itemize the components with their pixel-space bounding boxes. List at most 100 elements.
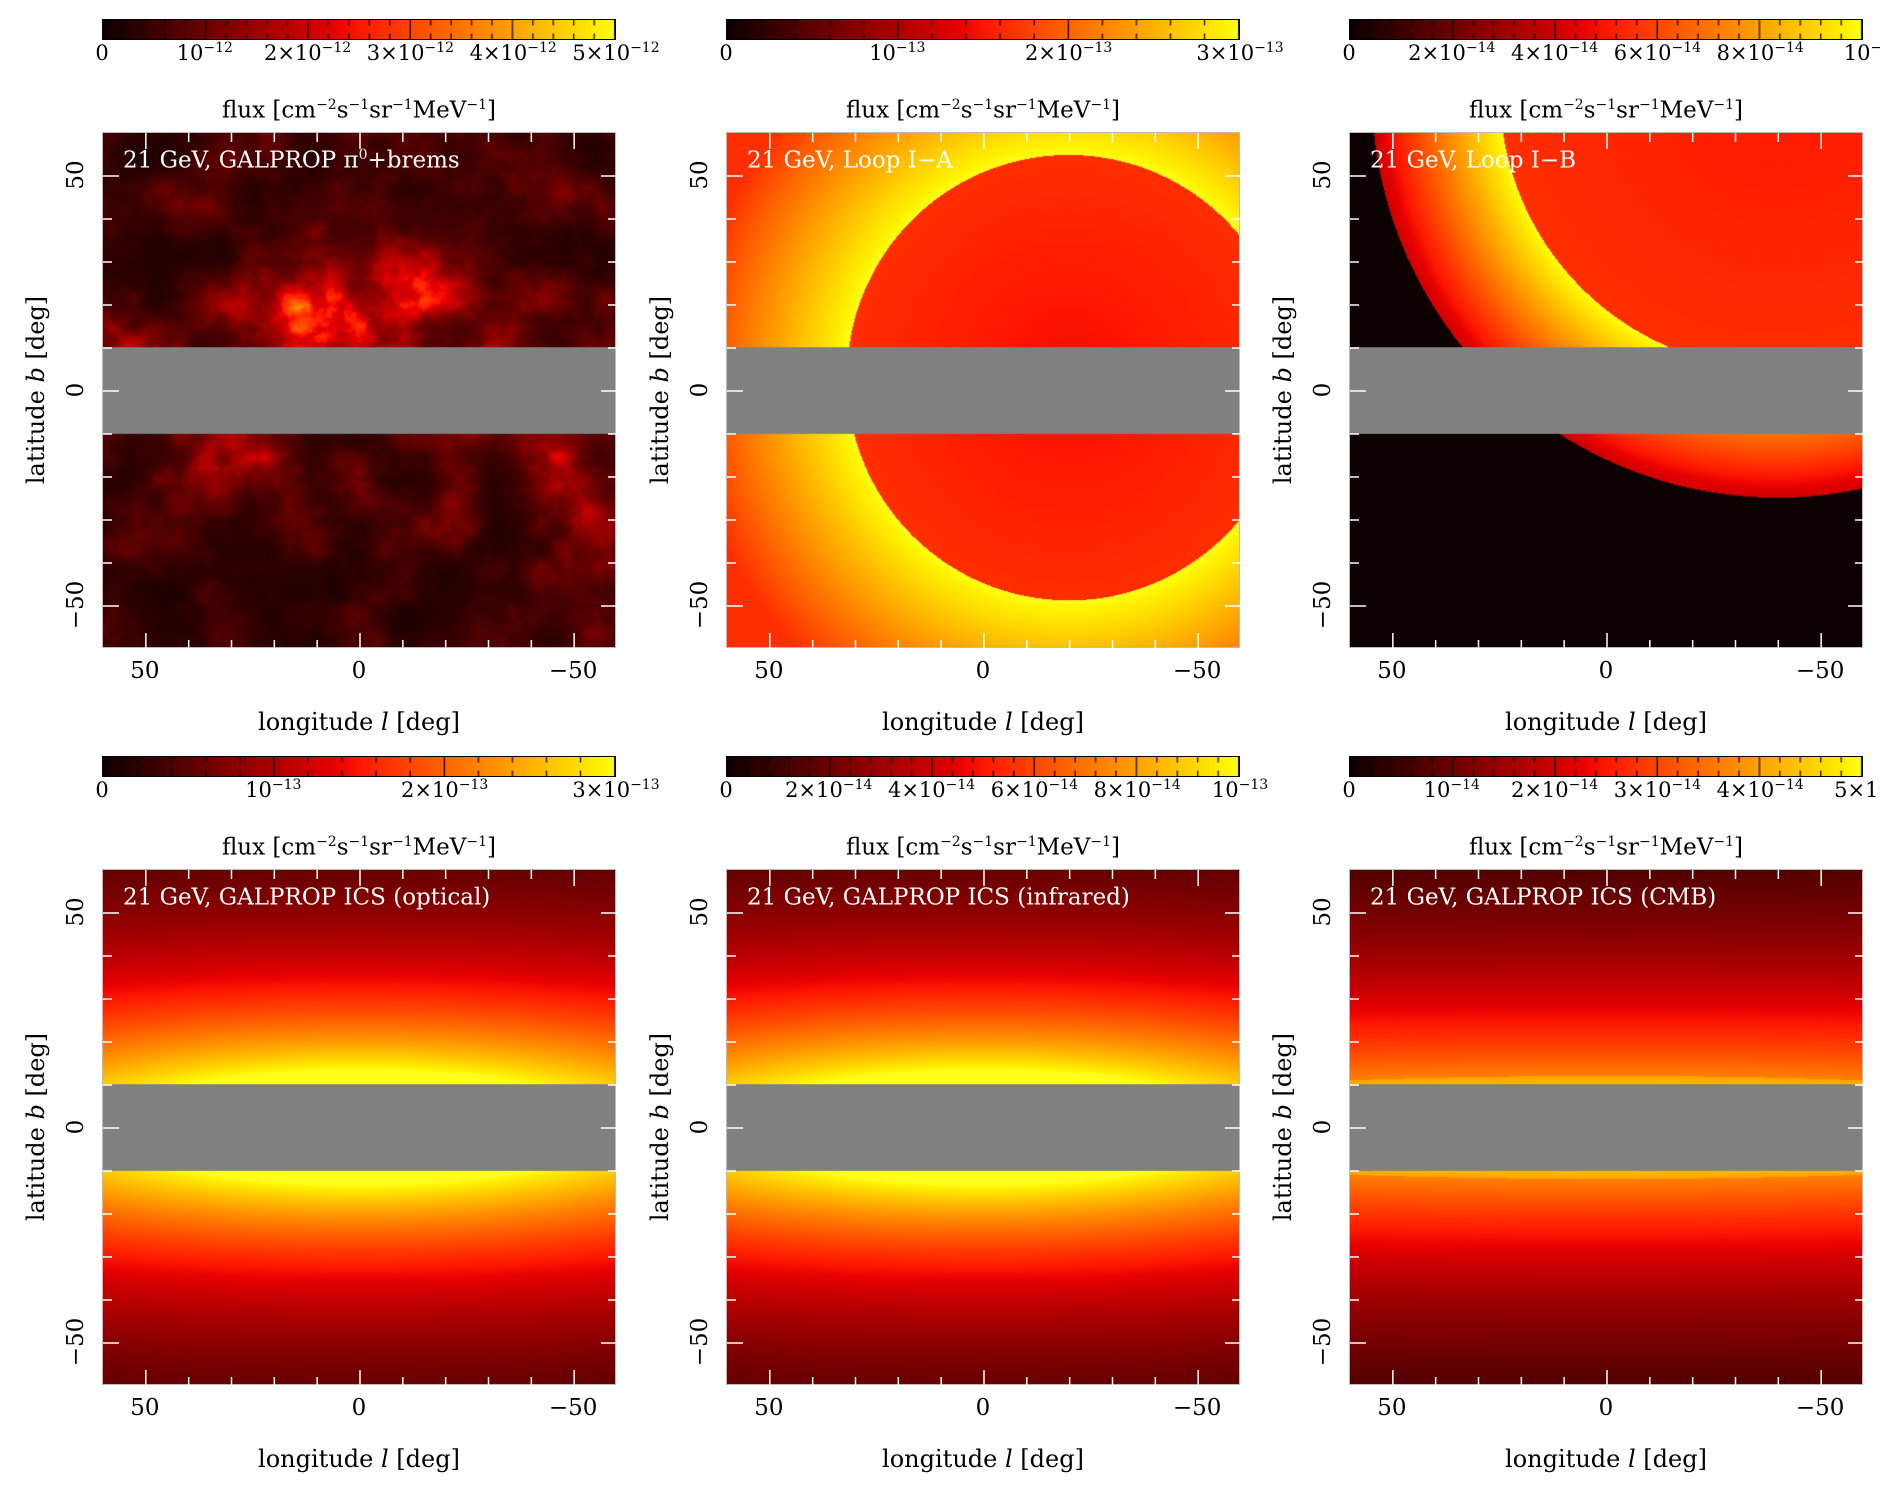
x-axis-label: longitude l [deg] xyxy=(882,708,1084,736)
tick-text: 3×10 xyxy=(1613,778,1672,802)
panel-label: 21 GeV, GALPROP ICS (CMB) xyxy=(1370,884,1716,911)
x-tick-label: −50 xyxy=(1172,1395,1222,1421)
title-part: −1 xyxy=(1595,834,1617,850)
tick-text: 5×10 xyxy=(1834,778,1880,802)
title-part: −1 xyxy=(972,834,994,850)
label-text: 21 GeV, GALPROP ICS (CMB) xyxy=(1370,884,1717,911)
title-part: −2 xyxy=(316,97,337,113)
title-part: −1 xyxy=(1638,97,1660,113)
heatmap-plot: 21 GeV, Loop I−B xyxy=(1349,132,1864,649)
label-var: b xyxy=(646,1104,674,1120)
y-tick-label: 50 xyxy=(687,160,713,190)
tick-exponent: −14 xyxy=(1568,777,1599,793)
colorbar-tick-label: 10−13 xyxy=(869,40,925,65)
panel-label: 21 GeV, Loop I−A xyxy=(747,147,953,174)
tick-exponent: −13 xyxy=(1082,40,1113,56)
colorbar-tick-label: 3×10−14 xyxy=(1614,777,1701,802)
title-part: flux [cm xyxy=(221,834,317,861)
colorbar-tick-label: 10−13 xyxy=(245,777,301,802)
colorbar-tick-label: 10− xyxy=(1844,40,1880,65)
tick-text: 10 xyxy=(176,41,204,65)
colorbar-tick-label: 4×10−12 xyxy=(470,40,557,65)
tick-text: 0 xyxy=(95,41,109,65)
title-part: MeV xyxy=(1036,834,1091,861)
colorbar-tick-label: 6×10−14 xyxy=(991,777,1078,802)
y-tick-label: −50 xyxy=(1310,580,1336,630)
title-part: MeV xyxy=(412,97,467,124)
label-sup: 0 xyxy=(358,147,368,163)
axis-ticks xyxy=(727,870,1241,1386)
x-tick-label: 50 xyxy=(130,1395,160,1421)
colorbar xyxy=(102,756,616,777)
tick-text: 2×10 xyxy=(263,41,322,65)
title-part: MeV xyxy=(412,834,467,861)
y-tick-label: −50 xyxy=(63,1317,89,1367)
title-part: −1 xyxy=(466,834,488,850)
title-part: −1 xyxy=(348,834,370,850)
title-part: −2 xyxy=(1563,97,1584,113)
panel-label: 21 GeV, GALPROP π0+brems xyxy=(123,147,460,174)
title-part: −1 xyxy=(1638,834,1660,850)
x-tick-label: 0 xyxy=(351,658,367,684)
label-var: l xyxy=(1627,708,1636,736)
title-part: sr xyxy=(993,834,1016,861)
label-var: b xyxy=(22,367,50,383)
colorbar-tick-label: 4×10−14 xyxy=(1717,777,1804,802)
colorbar-tick-label: 3×10−13 xyxy=(1196,40,1283,65)
y-tick-label: −50 xyxy=(63,580,89,630)
tick-text: 6×10 xyxy=(990,778,1049,802)
title-part: MeV xyxy=(1659,834,1714,861)
tick-text: 3×10 xyxy=(572,778,631,802)
colorbar-title: flux [cm−2s−1sr−1MeV−1] xyxy=(222,834,496,861)
title-part: ] xyxy=(487,834,497,861)
colorbar-tick-label: 6×10−14 xyxy=(1614,40,1701,65)
heatmap-plot: 21 GeV, GALPROP ICS (infrared) xyxy=(726,869,1241,1386)
tick-text: 10 xyxy=(1423,778,1451,802)
heatmap-image xyxy=(103,870,615,1384)
tick-text: 10 xyxy=(245,778,272,802)
colorbar-tick-label: 8×10−14 xyxy=(1717,40,1804,65)
label-text: 21 GeV, Loop I−B xyxy=(1370,147,1577,174)
colorbar-tick-label: 0 xyxy=(1342,40,1355,65)
x-tick-label: 0 xyxy=(351,1395,367,1421)
y-tick-label: 0 xyxy=(1310,382,1336,398)
x-tick-label: −50 xyxy=(548,658,598,684)
tick-text: 2×10 xyxy=(1510,778,1569,802)
title-part: s xyxy=(960,97,973,124)
title-part: sr xyxy=(1616,97,1639,124)
y-tick-label: −50 xyxy=(1310,1317,1336,1367)
title-part: flux [cm xyxy=(845,834,941,861)
colorbar-tick-label: 3×10−12 xyxy=(367,40,454,65)
heatmap-plot: 21 GeV, GALPROP π0+brems xyxy=(102,132,617,649)
x-tick-label: 0 xyxy=(1598,658,1614,684)
label-var: b xyxy=(22,1104,50,1120)
title-part: s xyxy=(1583,97,1596,124)
tick-text: 0 xyxy=(719,778,733,802)
label-var: l xyxy=(1004,1445,1013,1473)
x-axis-label: longitude l [deg] xyxy=(258,1445,460,1473)
tick-exponent: −14 xyxy=(1151,777,1181,793)
colorbar-tick-label: 2×10−12 xyxy=(264,40,351,65)
tick-text: 2×10 xyxy=(1025,41,1083,65)
colorbar-title: flux [cm−2s−1sr−1MeV−1] xyxy=(222,97,496,124)
panel-label: 21 GeV, GALPROP ICS (optical) xyxy=(123,884,490,911)
colorbar-title: flux [cm−2s−1sr−1MeV−1] xyxy=(1469,834,1743,861)
title-part: sr xyxy=(1616,834,1639,861)
heatmap-image xyxy=(727,133,1239,647)
axis-ticks xyxy=(1350,133,1864,649)
x-tick-label: 50 xyxy=(1377,658,1407,684)
y-tick-label: 50 xyxy=(63,897,89,927)
label-post: [deg] xyxy=(22,295,50,368)
y-axis-label: latitude b [deg] xyxy=(22,296,50,484)
colorbar-tick-label: 10−13 xyxy=(1212,777,1268,802)
tick-exponent: −12 xyxy=(424,40,455,56)
title-part: flux [cm xyxy=(221,97,317,124)
tick-exponent: −14 xyxy=(1774,40,1804,56)
x-tick-label: 0 xyxy=(1598,1395,1614,1421)
title-part: ] xyxy=(1734,834,1744,861)
label-text: 21 GeV, GALPROP ICS (optical) xyxy=(123,884,491,911)
title-part: ] xyxy=(487,97,497,124)
label-post: [deg] xyxy=(388,708,460,736)
label-var: l xyxy=(380,1445,389,1473)
tick-exponent: −12 xyxy=(321,40,352,56)
